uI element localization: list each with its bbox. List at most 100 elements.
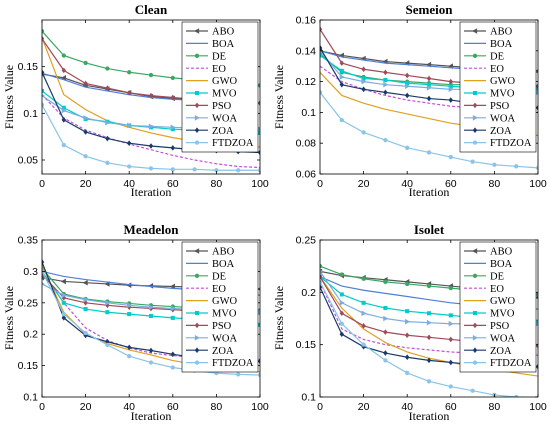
y-tick-label: 0.35 <box>18 235 39 247</box>
data-point <box>127 122 133 129</box>
data-point <box>383 358 388 363</box>
data-point <box>170 365 175 370</box>
data-point <box>492 162 497 167</box>
data-point <box>405 370 410 376</box>
data-point <box>126 90 132 96</box>
legend-item: EO <box>186 64 226 75</box>
y-tick-label: 0.3 <box>23 266 38 278</box>
data-point <box>148 347 154 354</box>
data-point <box>448 384 453 389</box>
legend-item: ABO <box>186 27 235 38</box>
data-point <box>339 292 344 297</box>
data-point <box>105 85 110 91</box>
legend-item: ABO <box>464 27 513 38</box>
data-point <box>426 311 432 316</box>
legend-label: ABO <box>490 27 513 38</box>
data-point <box>472 127 478 133</box>
data-point <box>105 160 110 165</box>
legend-item: PSO <box>464 101 510 112</box>
data-point <box>426 334 432 341</box>
data-point <box>170 305 176 312</box>
data-point <box>470 388 475 393</box>
axes-frame <box>41 239 261 398</box>
legend-label: MVO <box>212 89 237 100</box>
data-point <box>194 347 200 353</box>
data-point <box>472 140 478 145</box>
legend-label: GWO <box>212 76 237 87</box>
data-point <box>426 95 432 102</box>
data-point <box>42 35 45 42</box>
x-tick-label: 20 <box>358 401 370 413</box>
legend-label: FTDZOA <box>212 358 254 369</box>
chart-title: Semeion <box>406 2 454 17</box>
legend-label: DE <box>212 51 226 62</box>
y-axis-label: Fitness Value <box>2 65 16 129</box>
legend-item: GWO <box>464 76 515 87</box>
y-tick-label: 0.25 <box>18 297 39 309</box>
x-tick-label: 100 <box>529 178 547 190</box>
legend-label: ZOA <box>212 126 234 137</box>
legend-item: WOA <box>186 333 237 344</box>
legend-item: ABO <box>464 247 513 258</box>
data-point <box>426 150 432 155</box>
data-point <box>148 143 154 149</box>
x-tick-label: 100 <box>529 401 547 413</box>
data-point <box>170 315 175 320</box>
data-point <box>320 273 323 280</box>
x-tick-label: 0 <box>317 178 323 190</box>
data-point <box>170 94 176 101</box>
y-tick-label: 0.1 <box>23 108 38 120</box>
data-point <box>339 68 344 73</box>
legend-item: FTDZOA <box>186 138 254 149</box>
x-axis-label: Iteration <box>409 409 450 423</box>
x-tick-label: 100 <box>251 178 269 190</box>
legend-label: BOA <box>212 39 235 50</box>
chart-title: Isolet <box>414 222 445 237</box>
legend-item: WOA <box>464 113 515 124</box>
legend-item: GWO <box>186 76 237 87</box>
data-point <box>383 350 388 356</box>
legend-item: PSO <box>464 321 510 332</box>
legend-item: PSO <box>186 321 232 332</box>
data-point <box>60 75 66 81</box>
data-point <box>236 168 241 173</box>
data-point <box>194 360 200 365</box>
data-point <box>361 310 367 317</box>
legend-label: EO <box>212 284 226 295</box>
chart-panel: Clean Iteration Fitness Value 0 20 40 60 80 1… <box>2 2 269 199</box>
x-tick-label: 40 <box>123 178 135 190</box>
legend-label: PSO <box>212 321 232 332</box>
data-point <box>105 119 111 126</box>
data-point <box>170 124 176 131</box>
data-point <box>170 75 175 81</box>
legend-item: EO <box>186 284 226 295</box>
chart-panel: Meadelon Iteration Fitness Value 0 20 40 60… <box>2 222 269 423</box>
x-tick-label: 40 <box>401 178 413 190</box>
data-point <box>192 167 197 172</box>
data-point <box>383 137 388 143</box>
x-tick-label: 20 <box>80 178 92 190</box>
x-tick-label: 60 <box>445 178 457 190</box>
data-point <box>405 83 411 90</box>
data-point <box>148 313 154 319</box>
data-point <box>405 309 410 314</box>
x-tick-label: 0 <box>317 401 323 413</box>
legend-label: EO <box>490 64 504 75</box>
data-point <box>83 80 88 87</box>
data-point <box>148 166 154 171</box>
data-point <box>61 142 66 148</box>
data-point <box>361 78 367 85</box>
data-point <box>472 53 478 58</box>
data-point <box>83 330 88 336</box>
data-point <box>361 66 366 73</box>
legend-label: BOA <box>490 39 513 50</box>
legend-label: WOA <box>490 333 515 344</box>
data-point <box>448 78 454 85</box>
data-point <box>42 69 45 76</box>
data-point <box>320 53 323 58</box>
legend-label: WOA <box>490 113 515 124</box>
x-tick-label: 80 <box>489 401 501 413</box>
